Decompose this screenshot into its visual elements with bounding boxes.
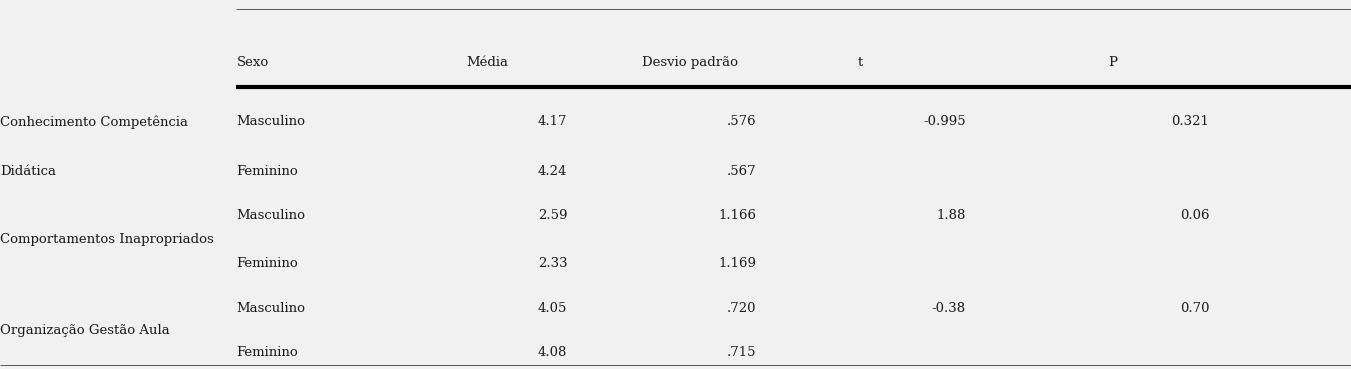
Text: 1.88: 1.88 — [936, 209, 966, 223]
Text: -0.38: -0.38 — [932, 301, 966, 315]
Text: 1.166: 1.166 — [719, 209, 757, 223]
Text: 0.70: 0.70 — [1179, 301, 1209, 315]
Text: Feminino: Feminino — [236, 346, 299, 359]
Text: t: t — [858, 56, 863, 69]
Text: Feminino: Feminino — [236, 165, 299, 178]
Text: Comportamentos Inapropriados: Comportamentos Inapropriados — [0, 233, 213, 246]
Text: .715: .715 — [727, 346, 757, 359]
Text: .567: .567 — [727, 165, 757, 178]
Text: 2.33: 2.33 — [538, 257, 567, 270]
Text: 0.321: 0.321 — [1171, 115, 1209, 128]
Text: Masculino: Masculino — [236, 301, 305, 315]
Text: Feminino: Feminino — [236, 257, 299, 270]
Text: Conhecimento Competência: Conhecimento Competência — [0, 115, 188, 128]
Text: Masculino: Masculino — [236, 115, 305, 128]
Text: P: P — [1108, 56, 1117, 69]
Text: .720: .720 — [727, 301, 757, 315]
Text: Didática: Didática — [0, 165, 55, 178]
Text: 4.08: 4.08 — [538, 346, 567, 359]
Text: Desvio padrão: Desvio padrão — [642, 56, 738, 69]
Text: 1.169: 1.169 — [719, 257, 757, 270]
Text: .576: .576 — [727, 115, 757, 128]
Text: 2.59: 2.59 — [538, 209, 567, 223]
Text: 4.17: 4.17 — [538, 115, 567, 128]
Text: -0.995: -0.995 — [923, 115, 966, 128]
Text: 0.06: 0.06 — [1179, 209, 1209, 223]
Text: Sexo: Sexo — [236, 56, 269, 69]
Text: 4.05: 4.05 — [538, 301, 567, 315]
Text: Média: Média — [466, 56, 508, 69]
Text: Organização Gestão Aula: Organização Gestão Aula — [0, 324, 170, 337]
Text: 4.24: 4.24 — [538, 165, 567, 178]
Text: Masculino: Masculino — [236, 209, 305, 223]
